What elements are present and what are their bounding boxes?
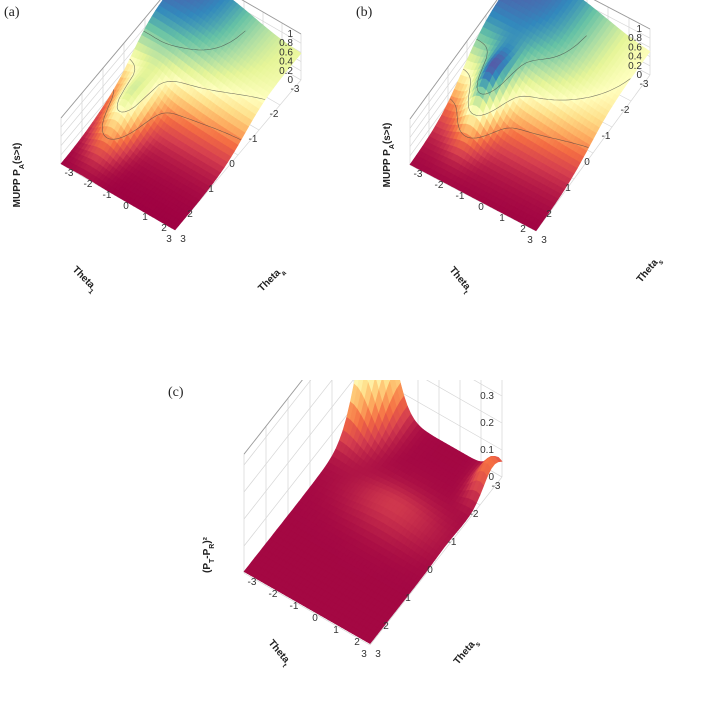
z-axis-title: (PT-PR)² <box>202 536 216 573</box>
y-tick-label: 0 <box>478 202 484 213</box>
z-tick-label: 0.6 <box>628 42 642 53</box>
panel-label-c: (c) <box>168 385 184 400</box>
x-axis-title: Theta1 <box>68 264 99 295</box>
z-tick-label: 0.8 <box>279 38 293 49</box>
z-axis-title: MUPP PA(s>t) <box>12 143 26 208</box>
z-tick-label: 0.4 <box>628 52 642 63</box>
surface-chart-a[interactable]: 00.20.40.60.81-3-2-10123-3-2-10123Theta1… <box>0 0 356 355</box>
x-tick-label: -2 <box>621 105 630 116</box>
z-tick-label: 1 <box>287 29 293 40</box>
y-tick-label: 1 <box>333 625 339 636</box>
z-tick-label: 0.2 <box>480 418 494 429</box>
x-tick-label: 2 <box>187 209 193 220</box>
x-tick-label: -3 <box>492 481 501 492</box>
x-tick-label: 0 <box>584 157 590 168</box>
x-tick-label: 1 <box>565 183 571 194</box>
surface-chart-c[interactable]: 00.10.20.30.4-3-2-10123-3-2-10123ThetatT… <box>168 380 548 715</box>
x-tick-label: 0 <box>427 565 433 576</box>
z-tick-label: 0.3 <box>480 391 494 402</box>
z-tick-label: 0.4 <box>279 57 293 68</box>
x-tick-label: -3 <box>640 79 649 90</box>
z-tick-label: 1 <box>636 24 642 35</box>
x-tick-label: -1 <box>602 131 611 142</box>
y-tick-label: 1 <box>499 213 505 224</box>
y-tick-label: -3 <box>248 577 257 588</box>
y-tick-label: -1 <box>103 190 112 201</box>
y-tick-label: -1 <box>290 601 299 612</box>
x-axis-title: Thetat <box>445 265 474 296</box>
y-tick-label: 3 <box>180 234 186 245</box>
y-tick-label: -1 <box>456 191 465 202</box>
z-tick-label: 0.2 <box>279 66 293 77</box>
x-tick-label: 3 <box>166 234 172 245</box>
surface <box>60 0 302 231</box>
y-tick-label: 0 <box>312 613 318 624</box>
z-tick-label: 0.6 <box>279 47 293 58</box>
y-tick-label: -3 <box>65 168 74 179</box>
y-tick-label: 2 <box>354 637 360 648</box>
x-tick-label: 2 <box>383 621 389 632</box>
y-tick-label: 2 <box>161 223 167 234</box>
x-tick-label: -2 <box>270 109 279 120</box>
x-tick-label: -3 <box>291 84 300 95</box>
y-tick-label: 2 <box>520 224 526 235</box>
x-tick-label: 1 <box>405 593 411 604</box>
x-tick-label: -2 <box>470 509 479 520</box>
y-axis-title: Thetaa <box>256 265 287 296</box>
y-tick-label: -2 <box>84 179 93 190</box>
z-tick-label: 0 <box>488 472 494 483</box>
surface-chart-b[interactable]: 00.20.40.60.81-3-2-10123-3-2-10123Thetat… <box>356 0 712 355</box>
y-axis-title: Thetas <box>635 254 665 286</box>
y-tick-label: -3 <box>414 169 423 180</box>
x-tick-label: 1 <box>208 184 214 195</box>
y-tick-label: -2 <box>435 180 444 191</box>
x-tick-label: 2 <box>546 209 552 220</box>
z-tick-label: 0 <box>287 75 293 86</box>
z-tick-label: 0 <box>636 70 642 81</box>
z-axis-title: MUPP PA(s>t) <box>382 123 396 188</box>
panel-label-b: (b) <box>356 5 373 20</box>
contour-lines <box>449 35 631 148</box>
surface <box>243 380 503 644</box>
x-axis-title: Thetat <box>264 638 293 669</box>
y-tick-label: 3 <box>375 649 381 660</box>
y-tick-label: 0 <box>123 201 129 212</box>
x-tick-label: 3 <box>527 235 533 246</box>
z-tick-label: 0.8 <box>628 33 642 44</box>
panel-label-a: (a) <box>4 5 20 20</box>
y-axis-title: Thetas <box>452 636 482 668</box>
y-tick-label: 1 <box>142 212 148 223</box>
x-tick-label: -1 <box>448 537 457 548</box>
x-tick-label: 3 <box>361 649 367 660</box>
x-tick-label: -1 <box>249 134 258 145</box>
z-tick-label: 0.1 <box>480 445 494 456</box>
x-tick-label: 0 <box>229 159 235 170</box>
z-tick-label: 0.2 <box>628 61 642 72</box>
y-tick-label: 3 <box>541 235 547 246</box>
contour-lines <box>101 30 266 141</box>
y-tick-label: -2 <box>269 589 278 600</box>
surface <box>409 0 651 232</box>
